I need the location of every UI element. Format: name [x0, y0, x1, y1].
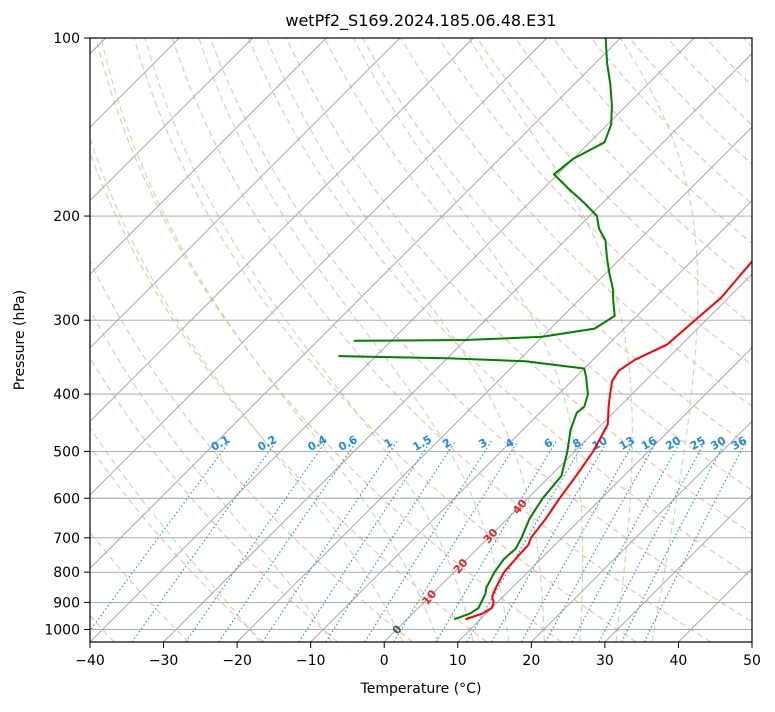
x-tick-label: −30	[149, 653, 179, 669]
x-tick-label: 30	[596, 653, 614, 669]
y-tick-label: 800	[53, 565, 80, 581]
y-tick-label: 900	[53, 595, 80, 611]
x-tick-label: 40	[670, 653, 688, 669]
isotherm	[752, 38, 775, 642]
x-axis-title: Temperature (°C)	[360, 681, 482, 697]
x-tick-label: 0	[380, 653, 389, 669]
y-tick-label: 100	[53, 31, 80, 47]
x-tick-label: 10	[449, 653, 467, 669]
y-tick-label: 600	[53, 491, 80, 507]
y-tick-label: 700	[53, 531, 80, 547]
x-tick-label: 50	[743, 653, 761, 669]
y-tick-label: 300	[53, 313, 80, 329]
x-tick-label: −10	[296, 653, 326, 669]
y-tick-label: 1000	[44, 622, 80, 638]
y-tick-label: 200	[53, 209, 80, 225]
x-tick-label: −40	[75, 653, 105, 669]
chart-title: wetPf2_S169.2024.185.06.48.E31	[285, 11, 556, 31]
y-axis-title: Pressure (hPa)	[12, 290, 28, 390]
x-tick-label: 20	[522, 653, 540, 669]
y-tick-label: 400	[53, 387, 80, 403]
y-tick-label: 500	[53, 444, 80, 460]
x-tick-label: −20	[222, 653, 252, 669]
